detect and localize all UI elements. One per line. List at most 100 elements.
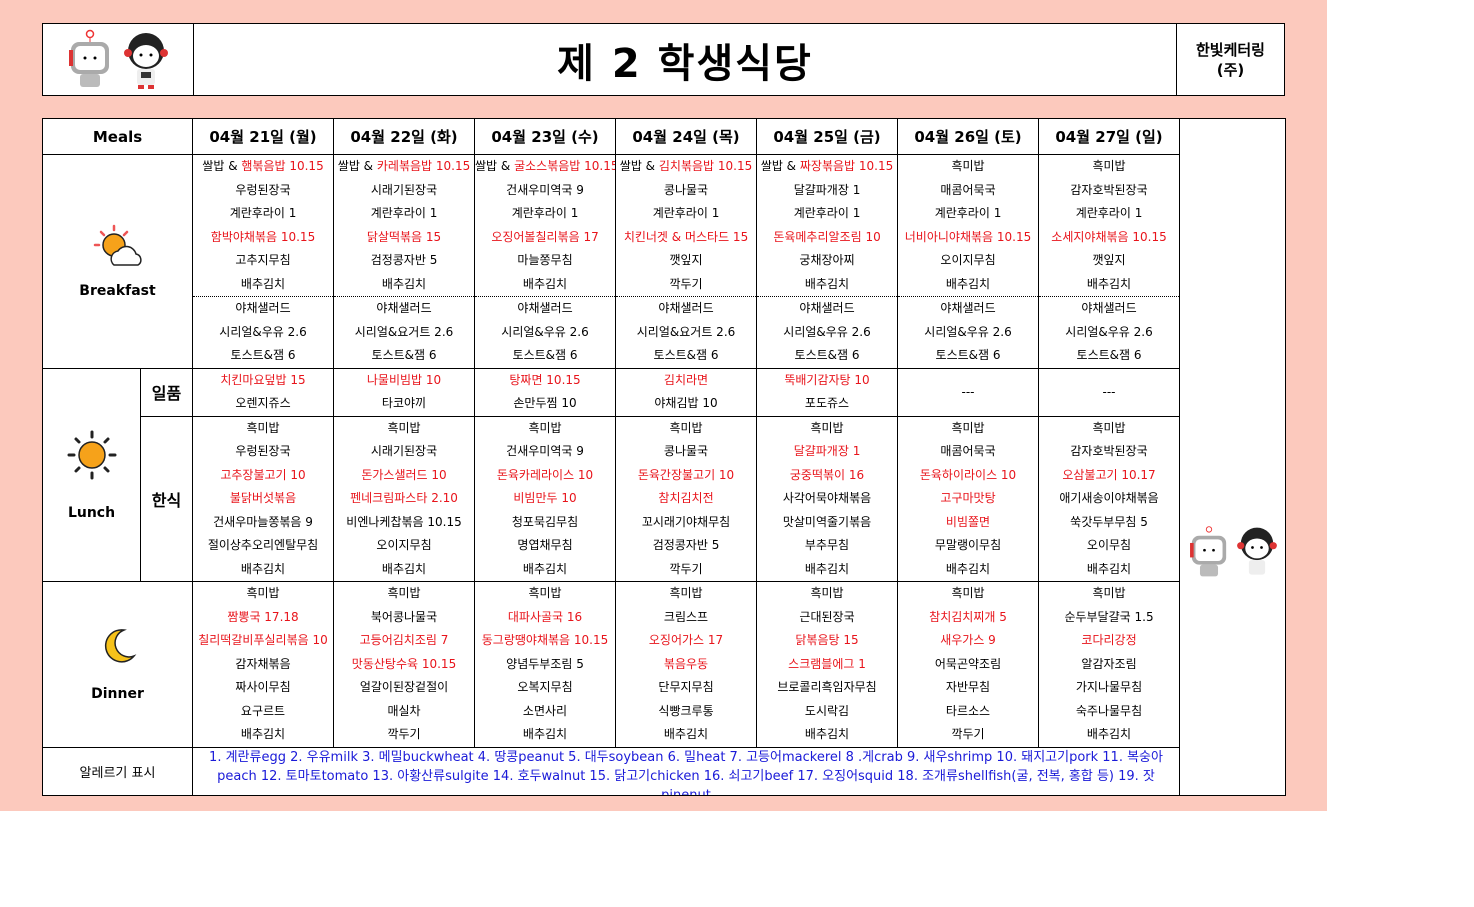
menu-item: 토스트&잼 6 bbox=[475, 344, 615, 368]
menu-item: 돈육하이라이스 10 bbox=[898, 464, 1038, 488]
menu-item-text: 시리얼&우유 2.6 bbox=[924, 324, 1012, 339]
menu-item-text: 깻잎지 bbox=[1092, 253, 1126, 267]
menu-item: 건새우마늘쫑볶음 9 bbox=[193, 511, 333, 535]
menu-item-text: 도시락김 bbox=[804, 703, 850, 718]
menu-item: 궁채장아찌 bbox=[757, 249, 897, 273]
menu-item: 맛살미역줄기볶음 bbox=[757, 511, 897, 535]
menu-item: 쑥갓두부무침 5 bbox=[1039, 511, 1179, 535]
menu-cell-ilpum: 뚝배기감자탕 10 포도쥬스 bbox=[756, 367, 899, 417]
menu-item-text: 배추김치 bbox=[804, 561, 850, 576]
menu-item: 새우가스 9 bbox=[898, 629, 1038, 653]
menu-table: Meals 04월 21일 (월) 04월 22일 (화) 04월 23일 (수) 04… bbox=[41, 118, 1287, 796]
menu-item-text: 탕짜면 10.15 bbox=[509, 372, 581, 387]
menu-item-text: 손만두찜 10 bbox=[513, 396, 577, 410]
menu-item-text: 배추김치 bbox=[1086, 727, 1132, 741]
menu-cell-hansik: 흑미밥 콩나물국 돈육간장불고기 10 참치김치전 꼬시래기야채무침 검정콩자반 5 깍두기 bbox=[615, 415, 758, 582]
menu-item: 계란후라이 1 bbox=[193, 202, 333, 226]
menu-item: 흑미밥 bbox=[334, 417, 474, 441]
menu-item-text: 토스트&잼 6 bbox=[653, 348, 719, 362]
menu-item: 오렌지쥬스 bbox=[193, 392, 333, 416]
menu-item-text: 무말랭이무침 bbox=[934, 538, 1002, 552]
menu-item: 오복지무침 bbox=[475, 676, 615, 700]
menu-item-text: 깍두기 bbox=[387, 727, 421, 741]
menu-item: 쌀밥 & 짜장볶음밥 10.15 bbox=[757, 155, 897, 179]
menu-item: 어묵곤약조림 bbox=[898, 653, 1038, 677]
menu-item-text: 꼬시래기야채무침 bbox=[641, 514, 731, 529]
menu-item: 매콤어묵국 bbox=[898, 440, 1038, 464]
menu-item: 가지나물무침 bbox=[1039, 676, 1179, 700]
menu-item-text: 흑미밥 bbox=[246, 586, 280, 600]
menu-item: 단무지무침 bbox=[616, 676, 756, 700]
menu-item: 야채샐러드 bbox=[616, 296, 757, 321]
menu-item: 오이지무침 bbox=[898, 249, 1038, 273]
menu-item-text: 오징어볼칠리볶음 17 bbox=[491, 229, 599, 244]
menu-item: 김치라면 bbox=[616, 369, 756, 393]
menu-item-text: 달걀파개장 1 bbox=[793, 444, 861, 458]
menu-item: 마늘쫑무침 bbox=[475, 249, 615, 273]
lunch-ilpum-row: Lunch 일품 치킨마요덮밥 15 오렌지쥬스 나물비빔밥 10 타코야끼 탕짜면 10.… bbox=[42, 367, 1286, 582]
menu-item: 북어콩나물국 bbox=[334, 606, 474, 630]
menu-item-text: 오이지무침 bbox=[376, 538, 432, 552]
menu-item: 사각어묵야채볶음 bbox=[757, 487, 897, 511]
menu-item: 시리얼&우유 2.6 bbox=[1039, 321, 1179, 345]
menu-item-text: 닭살떡볶음 15 bbox=[366, 229, 442, 244]
side-mascot-column bbox=[1179, 118, 1287, 796]
menu-item-text: 순두부달걀국 1.5 bbox=[1064, 609, 1154, 624]
menu-item: 비엔나케찹볶음 10.15 bbox=[334, 511, 474, 535]
menu-item-text: 시리얼&우유 2.6 bbox=[219, 324, 307, 339]
company-name-line2: (주) bbox=[1216, 60, 1245, 79]
menu-item-text: 참치김치전 bbox=[658, 491, 714, 505]
menu-item-text: 우렁된장국 bbox=[235, 182, 291, 197]
menu-item: 토스트&잼 6 bbox=[616, 344, 756, 368]
menu-cell-breakfast: 흑미밥 매콤어묵국 계란후라이 1 너비아니야채볶음 10.15 오이지무침 배추김치 야채… bbox=[897, 154, 1040, 369]
menu-item-text: 토스트&잼 6 bbox=[794, 348, 860, 362]
menu-item: 참치김치전 bbox=[616, 487, 756, 511]
meals-header: Meals bbox=[41, 118, 194, 155]
menu-item-text: 시리얼&우유 2.6 bbox=[501, 324, 589, 339]
menu-cell-ilpum: 김치라면 야채김밥 10 bbox=[615, 367, 758, 417]
ilpum-label: 일품 bbox=[139, 367, 194, 417]
menu-item: 배추김치 bbox=[475, 273, 615, 297]
menu-item: 콩나물국 bbox=[616, 440, 756, 464]
menu-item-text: 감자채볶음 bbox=[235, 656, 291, 671]
menu-item: 흑미밥 bbox=[898, 155, 1038, 179]
menu-item: 오징어가스 17 bbox=[616, 629, 756, 653]
menu-item: 배추김치 bbox=[757, 723, 897, 747]
menu-item: 계란후라이 1 bbox=[757, 202, 897, 226]
menu-item-text: 고추장불고기 10 bbox=[220, 467, 306, 482]
menu-item: 야채샐러드 bbox=[898, 296, 1039, 321]
menu-item: 야채김밥 10 bbox=[616, 392, 756, 416]
date-header: 04월 21일 (월) bbox=[192, 118, 335, 155]
date-header: 04월 22일 (화) bbox=[333, 118, 476, 155]
menu-item: 시리얼&우유 2.6 bbox=[757, 321, 897, 345]
menu-cell-dinner: 흑미밥 근대된장국 닭볶음탕 15 스크램블에그 1 브로콜리흑임자무침 도시락김 배추김치 bbox=[756, 581, 899, 748]
menu-item: 건새우미역국 9 bbox=[475, 179, 615, 203]
menu-item: 흑미밥 bbox=[1039, 417, 1179, 441]
allergy-label: 알레르기 표시 bbox=[41, 746, 194, 796]
menu-item: 배추김치 bbox=[898, 273, 1038, 297]
menu-item-text: 식빵크루통 bbox=[658, 703, 714, 718]
menu-item: 닭살떡볶음 15 bbox=[334, 226, 474, 250]
menu-item-text: 돈육간장불고기 10 bbox=[637, 467, 735, 482]
dinner-row: Dinner 흑미밥 짬뽕국 17.18 칠리떡갈비푸실리볶음 10 감자채볶음 짜사이무… bbox=[41, 581, 1286, 748]
menu-item: 배추김치 bbox=[193, 723, 333, 747]
menu-item-text: 오복지무침 bbox=[517, 680, 573, 694]
hansik-label: 한식 bbox=[139, 415, 194, 582]
menu-item: 토스트&잼 6 bbox=[757, 344, 897, 368]
menu-item-text: 햄볶음밥 10.15 bbox=[241, 159, 324, 173]
menu-item-text: 배추김치 bbox=[240, 727, 286, 741]
menu-item: 흑미밥 bbox=[898, 582, 1038, 606]
menu-item: 쌀밥 & 햄볶음밥 10.15 bbox=[193, 155, 333, 179]
menu-cell-hansik: 흑미밥 매콤어묵국 돈육하이라이스 10 고구마맛탕 비빔쫄면 무말랭이무침 배추김치 bbox=[897, 415, 1040, 582]
menu-item-text: 돈육메추리알조림 10 bbox=[773, 229, 881, 244]
menu-item: 비빔만두 10 bbox=[475, 487, 615, 511]
menu-item-text: 흑미밥 bbox=[810, 586, 844, 600]
menu-item: 시리얼&우유 2.6 bbox=[475, 321, 615, 345]
menu-item-text: 북어콩나물국 bbox=[370, 609, 438, 624]
mascot-logo bbox=[43, 24, 194, 95]
menu-item: 달걀파개장 1 bbox=[757, 179, 897, 203]
menu-item-text: 배추김치 bbox=[945, 276, 991, 291]
menu-item-text: 오이지무침 bbox=[940, 253, 996, 267]
menu-item: 불닭버섯볶음 bbox=[193, 487, 333, 511]
menu-item: 흑미밥 bbox=[898, 417, 1038, 441]
